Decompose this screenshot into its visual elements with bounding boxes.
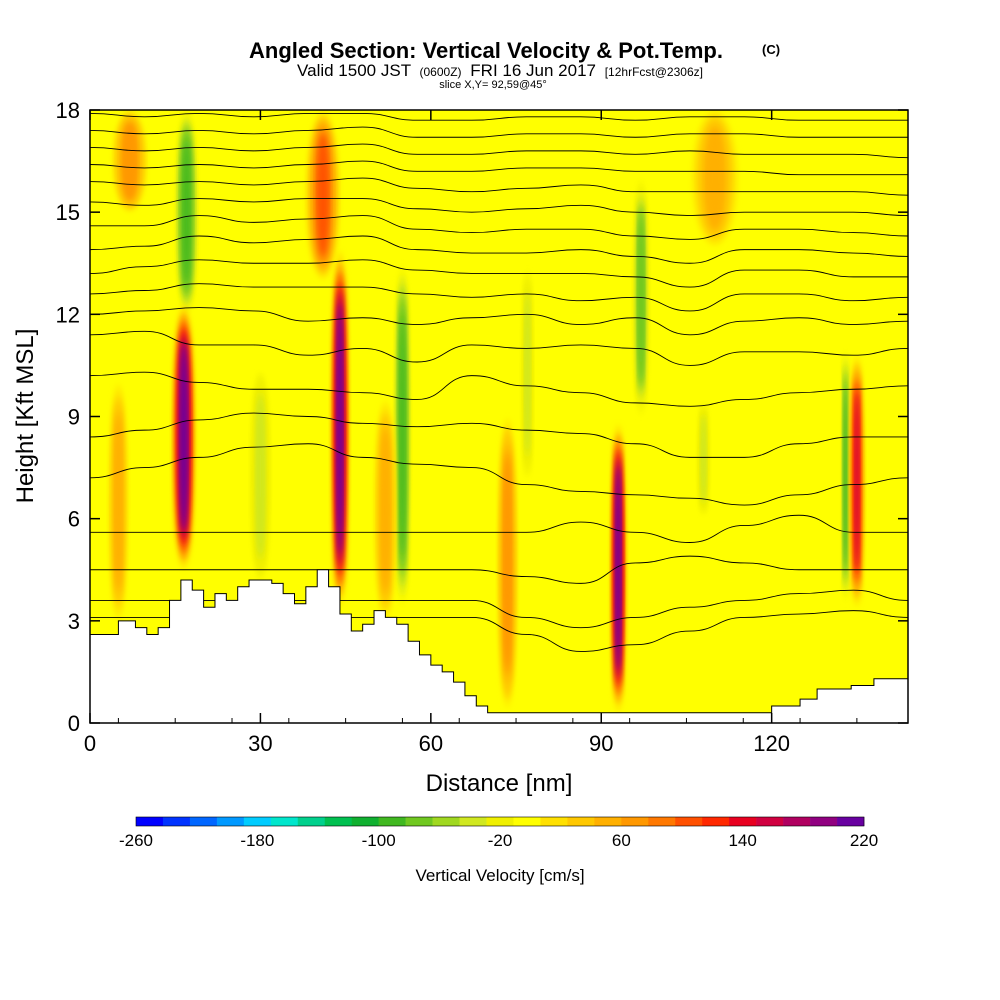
theta-contour-15 [90, 160, 908, 176]
colorbar-swatch-18 [621, 817, 649, 826]
downdraft-band-5-level-5 [701, 417, 706, 501]
theta-contour-9 [90, 283, 908, 312]
y-axis-label: Height [Kft MSL] [12, 329, 39, 504]
colorbar-swatch-4 [243, 817, 272, 826]
colorbar-swatch-23 [756, 817, 784, 826]
colorbar-swatch-13 [486, 817, 514, 826]
colorbar: -260 -180 -100 -20 60 140 220 [119, 816, 878, 850]
colorbar-swatch-9 [378, 817, 406, 826]
colorbar-swatch-16 [567, 817, 595, 826]
colorbar-swatch-20 [675, 817, 703, 826]
y-tick-label-1: 3 [68, 609, 80, 634]
downdraft-band-1-level-5 [399, 314, 406, 556]
theta-contour-12 [90, 215, 908, 240]
y-tick-label-4: 12 [56, 302, 80, 327]
theta-contour-13 [90, 198, 908, 217]
x-tick-label-1: 30 [248, 731, 272, 756]
theta-contour-6 [90, 371, 908, 407]
colorbar-swatch-22 [729, 817, 757, 826]
downdraft-band-0-level-5 [182, 140, 191, 284]
theta-contour-4 [90, 443, 908, 506]
downdraft-band-4-level-5 [843, 386, 848, 566]
slice-info: slice X,Y= 92,59@45° [439, 79, 547, 91]
colorbar-swatch-24 [783, 817, 811, 826]
subtitle-prefix: Valid 1500 JST [297, 61, 411, 80]
subtitle-utc: (0600Z) [420, 65, 462, 79]
colorbar-swatch-5 [270, 817, 299, 826]
updraft-core-7-level-5 [316, 135, 329, 255]
colorbar-tick-label-2: -100 [362, 831, 396, 850]
velocity-field [108, 110, 865, 712]
updraft-core-2-level-5 [381, 432, 390, 588]
colorbar-tick-label-3: -20 [488, 831, 513, 850]
y-tick-label-6: 18 [56, 98, 80, 123]
colorbar-swatch-19 [648, 817, 676, 826]
theta-contour-3 [90, 514, 908, 543]
colorbar-swatch-10 [405, 817, 433, 826]
downdraft-band-2-level-5 [256, 398, 265, 554]
x-axis-label: Distance [nm] [426, 770, 573, 797]
updraft-core-6-level-5 [114, 418, 122, 586]
updraft-core-3-level-5 [503, 460, 512, 666]
colorbar-swatch-7 [324, 817, 353, 826]
chart-title: Angled Section: Vertical Velocity & Pot.… [249, 38, 723, 63]
axis-ticks: 0 30 60 90 120 0 3 6 9 12 15 18 [56, 98, 908, 756]
chart-title-mark: (C) [762, 42, 780, 57]
x-tick-label-3: 90 [589, 731, 613, 756]
x-tick-label-2: 60 [419, 731, 443, 756]
updraft-core-9-level-5 [706, 130, 723, 226]
theta-contour-16 [90, 143, 908, 159]
subtitle-date: FRI 16 Jun 2017 [470, 61, 596, 80]
downdraft-band-6-level-5 [524, 296, 530, 452]
colorbar-swatch-1 [162, 817, 191, 826]
theta-contour-14 [90, 177, 908, 196]
terrain [90, 569, 908, 723]
colorbar-swatch-15 [540, 817, 568, 826]
updraft-core-1-level-5 [336, 303, 344, 554]
colorbar-tick-label-0: -260 [119, 831, 153, 850]
theta-contour-10 [90, 259, 908, 288]
colorbar-swatch-21 [702, 817, 730, 826]
theta-contour-17 [90, 126, 908, 138]
theta-contour-5 [90, 412, 908, 458]
y-tick-label-3: 9 [68, 405, 80, 430]
y-tick-label-0: 0 [68, 711, 80, 736]
x-tick-label-4: 120 [753, 731, 790, 756]
updraft-core-8-level-5 [123, 125, 136, 197]
theta-contour-2 [90, 555, 908, 584]
subtitle-forecast: [12hrFcst@2306z] [605, 65, 703, 79]
chart-subtitle: Valid 1500 JST (0600Z) FRI 16 Jun 2017 [… [297, 61, 703, 80]
colorbar-swatch-12 [459, 817, 487, 826]
colorbar-swatch-3 [216, 817, 245, 826]
plot-area [90, 110, 908, 723]
colorbar-label: Vertical Velocity [cm/s] [415, 866, 584, 885]
y-tick-label-2: 6 [68, 507, 80, 532]
colorbar-swatch-2 [189, 817, 218, 826]
x-tick-label-0: 0 [84, 731, 96, 756]
colorbar-swatch-11 [432, 817, 460, 826]
y-tick-label-5: 15 [56, 200, 80, 225]
colorbar-frame [135, 816, 865, 827]
theta-contour-11 [90, 235, 908, 264]
updraft-core-5-level-5 [854, 393, 860, 570]
colorbar-swatch-8 [351, 817, 379, 826]
updraft-core-0-level-5 [179, 343, 188, 530]
colorbar-swatch-14 [513, 817, 541, 826]
colorbar-swatch-26 [837, 817, 865, 826]
colorbar-swatch-6 [297, 817, 326, 826]
colorbar-swatch-17 [594, 817, 622, 826]
colorbar-swatch-25 [810, 817, 838, 826]
theta-contour-8 [90, 307, 908, 336]
colorbar-tick-label-1: -180 [240, 831, 274, 850]
colorbar-tick-label-5: 140 [728, 831, 756, 850]
colorbar-swatch-0 [136, 817, 164, 826]
colorbar-tick-label-6: 220 [850, 831, 878, 850]
theta-contours [90, 112, 908, 652]
colorbar-tick-label-4: 60 [612, 831, 631, 850]
theta-contour-7 [90, 330, 908, 366]
